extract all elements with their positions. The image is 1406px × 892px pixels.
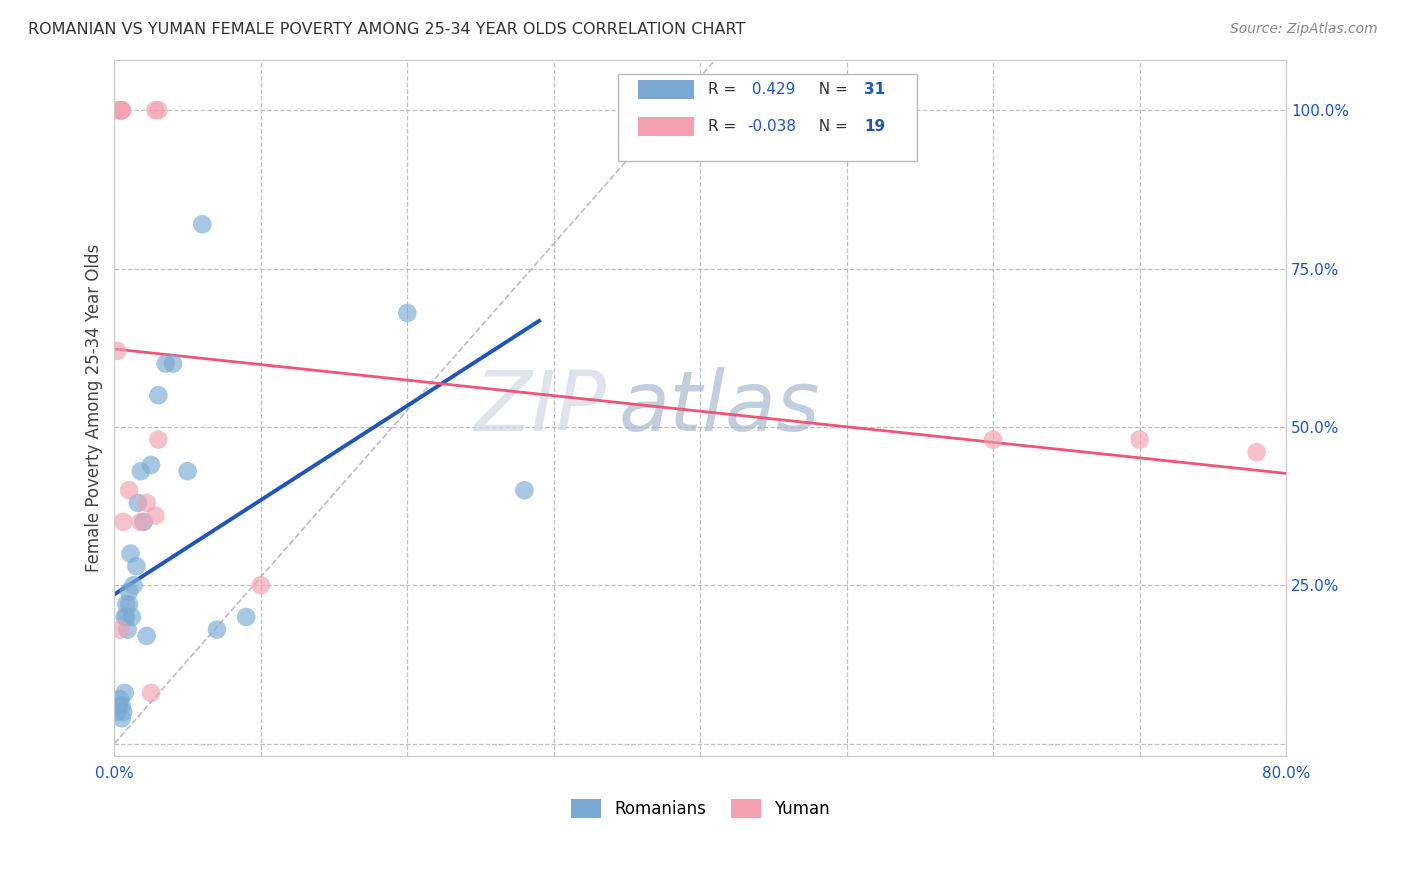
Point xyxy=(114,686,136,700)
Text: ROMANIAN VS YUMAN FEMALE POVERTY AMONG 25-34 YEAR OLDS CORRELATION CHART: ROMANIAN VS YUMAN FEMALE POVERTY AMONG 2… xyxy=(28,22,745,37)
Text: 31: 31 xyxy=(865,82,886,97)
Point xyxy=(105,103,128,118)
Text: N =: N = xyxy=(808,82,853,97)
Point xyxy=(117,623,139,637)
Point xyxy=(105,705,128,719)
Point xyxy=(1128,433,1150,447)
FancyBboxPatch shape xyxy=(638,117,695,136)
Point xyxy=(205,623,228,637)
Legend: Romanians, Yuman: Romanians, Yuman xyxy=(564,792,837,824)
Point xyxy=(115,597,138,611)
Point xyxy=(115,610,138,624)
Point xyxy=(125,559,148,574)
FancyBboxPatch shape xyxy=(638,79,695,99)
Text: Source: ZipAtlas.com: Source: ZipAtlas.com xyxy=(1230,22,1378,37)
Point xyxy=(135,496,157,510)
Point xyxy=(118,597,141,611)
Point xyxy=(110,103,132,118)
Text: R =: R = xyxy=(709,82,741,97)
Point xyxy=(162,357,184,371)
Point xyxy=(110,623,132,637)
Point xyxy=(148,388,170,402)
Text: R =: R = xyxy=(709,119,741,134)
Point xyxy=(1246,445,1268,459)
Point xyxy=(111,103,134,118)
Point xyxy=(250,578,273,592)
Point xyxy=(118,584,141,599)
Point xyxy=(105,343,128,358)
Point xyxy=(111,711,134,725)
Point xyxy=(112,705,135,719)
Point xyxy=(981,433,1004,447)
Point xyxy=(111,103,134,118)
Y-axis label: Female Poverty Among 25-34 Year Olds: Female Poverty Among 25-34 Year Olds xyxy=(86,244,103,572)
Text: -0.038: -0.038 xyxy=(747,119,796,134)
Point xyxy=(139,686,162,700)
Text: N =: N = xyxy=(808,119,853,134)
Text: 19: 19 xyxy=(865,119,886,134)
Point xyxy=(191,217,214,231)
Point xyxy=(396,306,419,320)
Text: ZIP: ZIP xyxy=(474,368,606,449)
Point xyxy=(107,698,129,713)
Point xyxy=(121,610,143,624)
Point xyxy=(139,458,162,472)
FancyBboxPatch shape xyxy=(619,73,917,161)
Point xyxy=(118,483,141,498)
Point xyxy=(148,103,170,118)
Text: 0.429: 0.429 xyxy=(747,82,796,97)
Point xyxy=(145,103,167,118)
Point xyxy=(135,629,157,643)
Point xyxy=(155,357,177,371)
Point xyxy=(122,578,145,592)
Point xyxy=(145,508,167,523)
Point xyxy=(129,515,152,529)
Point xyxy=(111,698,134,713)
Point xyxy=(235,610,257,624)
Point xyxy=(120,547,142,561)
Point xyxy=(513,483,536,498)
Point xyxy=(111,103,134,118)
Point xyxy=(110,692,132,706)
Point xyxy=(176,464,198,478)
Point xyxy=(112,515,135,529)
Text: atlas: atlas xyxy=(619,368,820,449)
Point xyxy=(129,464,152,478)
Point xyxy=(148,433,170,447)
Point xyxy=(132,515,155,529)
Point xyxy=(114,610,136,624)
Point xyxy=(127,496,149,510)
